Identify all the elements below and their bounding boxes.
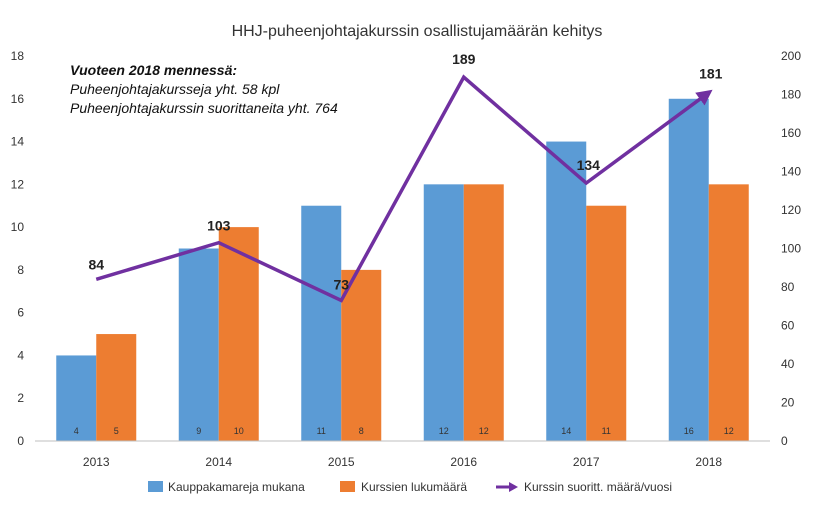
x-axis-tick-label: 2016 [450,455,477,469]
bar [218,227,259,441]
left-axis-tick-label: 2 [17,391,24,405]
bars-group [56,98,749,442]
left-axis-tick-label: 14 [11,135,25,149]
bar [341,269,382,441]
left-axis-tick-label: 18 [11,49,25,63]
left-axis-tick-label: 0 [17,434,24,448]
annotation-line-1: Puheenjohtajakursseja yht. 58 kpl [70,81,280,97]
legend-swatch [148,481,163,492]
bar [96,334,137,441]
bar-value-label: 8 [359,426,364,436]
bar [586,205,627,441]
bar-value-label: 12 [724,426,734,436]
left-axis: 0 2 4 6 8 10 12 14 16 18 [11,49,25,448]
x-axis: 2013 2014 2015 2016 2017 2018 [83,455,723,469]
bar-value-label: 9 [196,426,201,436]
bar-value-label: 4 [74,426,79,436]
bar-value-label: 10 [234,426,244,436]
bar [668,98,709,442]
right-axis-tick-label: 200 [781,49,801,63]
line-value-label: 103 [207,218,231,234]
right-axis-tick-label: 60 [781,319,795,333]
left-axis-tick-label: 8 [17,263,24,277]
x-axis-tick-label: 2015 [328,455,355,469]
line-labels-group: 84 103 73 189 134 181 [88,51,722,292]
right-axis-tick-label: 0 [781,434,788,448]
right-axis-tick-label: 160 [781,126,801,140]
annotation-line-2: Puheenjohtajakurssin suorittaneita yht. … [70,100,338,116]
legend-label: Kurssin suoritt. määrä/vuosi [524,480,672,494]
legend-label: Kauppakamareja mukana [168,480,305,494]
right-axis-tick-label: 80 [781,280,795,294]
bar-value-label: 5 [114,426,119,436]
line-value-label: 181 [699,66,723,82]
right-axis-tick-label: 140 [781,165,801,179]
right-axis-tick-label: 100 [781,242,801,256]
bar-value-label: 11 [602,426,611,436]
line-series-path [95,74,713,303]
right-axis-tick-label: 40 [781,357,795,371]
bar [423,184,464,442]
chart-title: HHJ-puheenjohtajakurssin osallistujamäär… [232,23,603,40]
left-axis-tick-label: 16 [11,92,25,106]
bar-value-label: 16 [684,426,694,436]
left-axis-tick-label: 10 [11,220,25,234]
bar [301,205,342,441]
line-value-label: 134 [577,157,601,173]
left-axis-tick-label: 4 [17,348,24,362]
right-axis-tick-label: 20 [781,396,795,410]
legend-swatch [340,481,355,492]
bar [546,141,587,442]
right-axis: 0 20 40 60 80 100 120 140 160 180 200 [781,49,801,448]
annotation-note: Vuoteen 2018 mennessä: Puheenjohtajakurs… [70,62,338,116]
bar-value-label: 12 [479,426,489,436]
right-axis-tick-label: 120 [781,203,801,217]
legend: Kauppakamareja mukana Kurssien lukumäärä K… [148,480,672,494]
x-axis-tick-label: 2014 [205,455,232,469]
bar [56,355,97,441]
bar-value-label: 11 [317,426,326,436]
line-value-label: 73 [333,276,349,292]
left-axis-tick-label: 12 [11,177,25,191]
bar [463,184,504,442]
annotation-heading: Vuoteen 2018 mennessä: [70,62,237,78]
line-value-label: 84 [88,256,104,272]
bar [178,248,219,441]
x-axis-tick-label: 2017 [573,455,600,469]
legend-label: Kurssien lukumäärä [361,480,467,494]
left-axis-tick-label: 6 [17,306,24,320]
bar-labels-group: 4 9 11 12 14 16 5 10 8 12 11 12 [74,426,734,436]
right-axis-tick-label: 180 [781,88,801,102]
bar-value-label: 14 [561,426,571,436]
line-value-label: 189 [452,51,476,67]
x-axis-tick-label: 2013 [83,455,110,469]
bar [708,184,749,442]
bar-value-label: 12 [439,426,449,436]
legend-arrow-swatch [509,482,518,492]
x-axis-tick-label: 2018 [695,455,722,469]
line-series-group [95,74,713,303]
